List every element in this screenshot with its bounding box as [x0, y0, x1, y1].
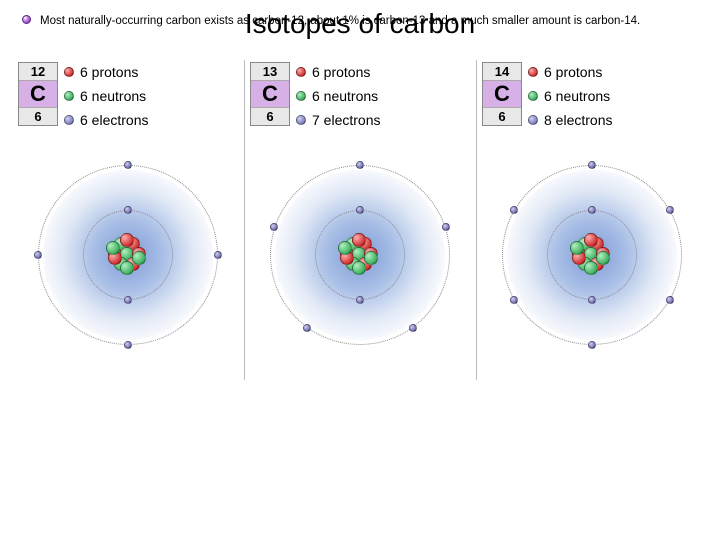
electron-icon — [64, 115, 74, 125]
neutron — [570, 241, 584, 255]
page-title: Isotopes of carbon — [245, 8, 475, 40]
neutrons-item: 6 neutrons — [528, 88, 612, 104]
neutron — [338, 241, 352, 255]
neutron — [352, 261, 366, 275]
particle-list: 6 protons 6 neutrons 7 electrons — [296, 62, 380, 128]
particle-list: 6 protons 6 neutrons 6 electrons — [64, 62, 148, 128]
neutron-icon — [64, 91, 74, 101]
neutron — [120, 261, 134, 275]
protons-item: 6 protons — [296, 64, 380, 80]
neutron — [364, 251, 378, 265]
electron — [356, 206, 364, 214]
atom-diagram — [28, 155, 228, 355]
atom-diagram — [260, 155, 460, 355]
electrons-item: 6 electrons — [64, 112, 148, 128]
electron — [356, 161, 364, 169]
electrons-label: 8 electrons — [544, 112, 612, 128]
electrons-item: 7 electrons — [296, 112, 380, 128]
mass-number: 13 — [251, 63, 289, 81]
electron — [214, 251, 222, 259]
neutron — [132, 251, 146, 265]
neutrons-label: 6 neutrons — [312, 88, 378, 104]
proton — [352, 233, 366, 247]
electrons-item: 8 electrons — [528, 112, 612, 128]
neutron — [596, 251, 610, 265]
nucleus — [104, 231, 152, 279]
neutron-icon — [296, 91, 306, 101]
atomic-number: 6 — [251, 107, 289, 125]
electron — [124, 296, 132, 304]
electron — [409, 324, 417, 332]
electron — [666, 296, 674, 304]
atom-cell-c14 — [476, 140, 708, 370]
electron — [588, 341, 596, 349]
atomic-number: 6 — [483, 107, 521, 125]
neutrons-label: 6 neutrons — [80, 88, 146, 104]
particle-list: 6 protons 6 neutrons 8 electrons — [528, 62, 612, 128]
isotope-info-row: 12 C 6 6 protons 6 neutrons 6 electrons … — [0, 60, 720, 130]
isotope-col-c13: 13 C 6 6 protons 6 neutrons 7 electrons — [244, 60, 476, 130]
neutron — [106, 241, 120, 255]
proton — [584, 233, 598, 247]
element-symbol: C — [483, 81, 521, 107]
element-symbol: C — [19, 81, 57, 107]
proton-icon — [64, 67, 74, 77]
protons-label: 6 protons — [544, 64, 602, 80]
info-row: 12 C 6 6 protons 6 neutrons 6 electrons — [12, 60, 244, 130]
isotope-col-c12: 12 C 6 6 protons 6 neutrons 6 electrons — [12, 60, 244, 130]
electron — [124, 206, 132, 214]
electron — [510, 206, 518, 214]
isotope-col-c14: 14 C 6 6 protons 6 neutrons 8 electrons — [476, 60, 708, 130]
element-tile: 13 C 6 — [250, 62, 290, 126]
element-tile: 14 C 6 — [482, 62, 522, 126]
neutrons-label: 6 neutrons — [544, 88, 610, 104]
neutron — [584, 261, 598, 275]
electron — [666, 206, 674, 214]
proton — [120, 233, 134, 247]
neutron-icon — [528, 91, 538, 101]
electron — [442, 223, 450, 231]
electrons-label: 6 electrons — [80, 112, 148, 128]
atom-diagram-row — [0, 130, 720, 370]
protons-item: 6 protons — [64, 64, 148, 80]
atom-diagram — [492, 155, 692, 355]
nucleus — [568, 231, 616, 279]
electron-icon — [296, 115, 306, 125]
electron — [510, 296, 518, 304]
protons-item: 6 protons — [528, 64, 612, 80]
info-row: 13 C 6 6 protons 6 neutrons 7 electrons — [244, 60, 476, 130]
mass-number: 14 — [483, 63, 521, 81]
electron-icon — [528, 115, 538, 125]
info-row: 14 C 6 6 protons 6 neutrons 8 electrons — [476, 60, 708, 130]
protons-label: 6 protons — [80, 64, 138, 80]
header: Most naturally-occurring carbon exists a… — [0, 0, 720, 60]
element-symbol: C — [251, 81, 289, 107]
atomic-number: 6 — [19, 107, 57, 125]
electron — [124, 341, 132, 349]
nucleus — [336, 231, 384, 279]
element-tile: 12 C 6 — [18, 62, 58, 126]
atom-cell-c13 — [244, 140, 476, 370]
electron — [303, 324, 311, 332]
neutrons-item: 6 neutrons — [296, 88, 380, 104]
electron — [270, 223, 278, 231]
proton-icon — [296, 67, 306, 77]
electron — [124, 161, 132, 169]
electron — [588, 296, 596, 304]
neutrons-item: 6 neutrons — [64, 88, 148, 104]
bullet-icon — [22, 15, 31, 24]
electrons-label: 7 electrons — [312, 112, 380, 128]
proton-icon — [528, 67, 538, 77]
mass-number: 12 — [19, 63, 57, 81]
electron — [588, 206, 596, 214]
protons-label: 6 protons — [312, 64, 370, 80]
electron — [34, 251, 42, 259]
atom-cell-c12 — [12, 140, 244, 370]
electron — [588, 161, 596, 169]
electron — [356, 296, 364, 304]
